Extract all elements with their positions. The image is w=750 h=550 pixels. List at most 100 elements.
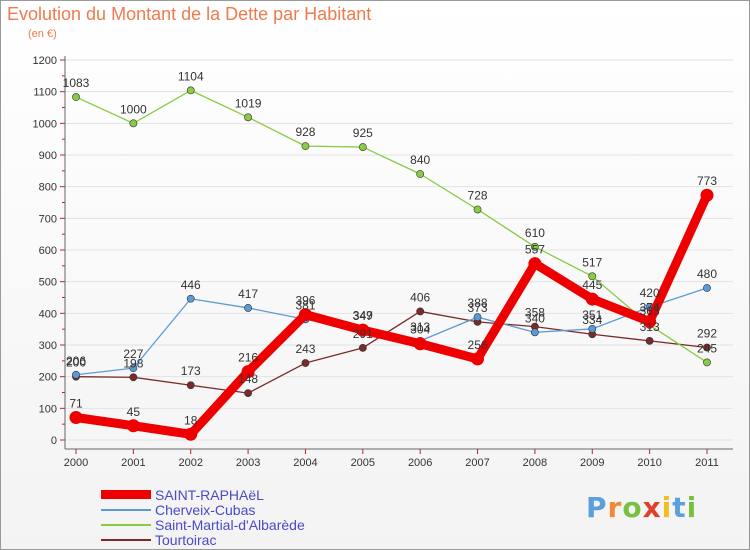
x-tick-label: 2008 [523,457,547,469]
legend-swatch [101,538,151,541]
x-tick-label: 2004 [293,457,317,469]
data-label: 198 [123,356,143,370]
data-label: 349 [353,308,373,322]
data-label: 840 [410,153,430,167]
y-tick-label: 1100 [33,87,57,99]
data-label: 381 [295,298,315,312]
data-point [531,328,539,337]
series-line-3 [75,310,708,394]
data-label: 358 [525,306,545,320]
y-tick-label: 600 [39,245,57,257]
data-point [244,389,252,398]
data-label: 148 [238,372,258,386]
data-point [588,272,597,281]
data-label: 925 [353,126,373,140]
data-point [531,242,539,251]
data-point [69,411,83,425]
y-tick-label: 1000 [33,118,57,130]
data-point [416,307,425,316]
legend-swatch [101,523,151,526]
data-label: 256 [468,338,488,352]
data-point [703,284,711,292]
data-point [301,359,310,367]
legend-swatch [101,508,151,511]
data-point [473,205,482,214]
series-line-0 [71,190,712,439]
data-label: 396 [295,294,315,308]
legend-item: Cherveix-Cubas [101,502,255,518]
data-point [416,170,425,178]
logo-letter: r [607,491,623,524]
data-label: 445 [582,278,602,292]
legend-swatch [101,490,151,499]
data-label: 313 [640,320,660,334]
y-tick-label: 800 [39,182,57,194]
y-tick-label: 100 [39,403,57,415]
data-point [703,358,711,367]
x-tick-label: 2003 [236,457,260,469]
data-point [413,337,427,351]
chart-title: Evolution du Montant de la Dette par Hab… [7,4,372,24]
data-point [645,336,654,345]
data-label: 71 [69,397,83,411]
data-point [588,324,597,333]
y-tick-label: 1200 [33,55,57,67]
data-label: 363 [640,304,660,318]
y-tick-label: 200 [39,372,57,384]
data-label: 388 [468,296,488,310]
y-tick-label: 900 [39,150,57,162]
data-label: 334 [582,313,602,327]
data-label: 374 [640,301,660,315]
data-point [301,142,310,151]
data-label: 292 [697,327,717,341]
data-label: 517 [582,255,602,269]
data-label: 313 [410,320,430,334]
y-tick-label: 300 [39,340,57,352]
data-label: 373 [468,301,488,315]
data-label: 216 [238,351,258,365]
data-label: 420 [640,286,660,300]
data-label: 45 [127,405,141,419]
data-label: 304 [410,323,430,337]
data-point [244,113,252,122]
data-label: 173 [181,364,201,378]
legend-label: Tourtoirac [155,531,217,548]
x-tick-label: 2006 [408,457,432,469]
data-point [643,315,657,329]
data-point [356,323,370,337]
data-label: 1000 [120,102,147,116]
data-label: 243 [295,342,315,356]
y-tick-label: 500 [39,277,57,289]
data-point [72,370,80,379]
data-label: 480 [697,267,717,281]
data-label: 417 [238,287,258,301]
x-tick-label: 2000 [64,457,88,469]
data-label: 18 [184,413,198,427]
data-label: 347 [353,309,373,323]
data-label: 928 [295,125,315,139]
series-line-1 [75,287,708,376]
data-label: 291 [353,327,373,341]
logo-letter: o [622,491,643,524]
data-point [703,343,711,352]
data-label: 557 [525,243,545,257]
data-point [244,304,252,312]
legend-label: Saint-Martial-d'Albarède [155,516,305,533]
data-point [129,119,138,128]
data-label: 227 [123,347,143,361]
data-point [186,86,195,95]
data-label: 728 [468,188,488,202]
y-tick-label: 700 [39,213,57,225]
proxiti-logo: Proxiti [586,491,697,524]
x-tick-label: 2005 [351,457,375,469]
data-point [186,381,195,390]
x-tick-label: 2007 [465,457,489,469]
data-label: 773 [697,174,717,188]
data-point [241,365,255,379]
logo-letter: x [642,491,662,524]
y-tick-label: 0 [51,435,57,447]
x-tick-label: 2009 [580,457,604,469]
data-point [129,364,138,373]
logo-letter: P [586,491,608,524]
